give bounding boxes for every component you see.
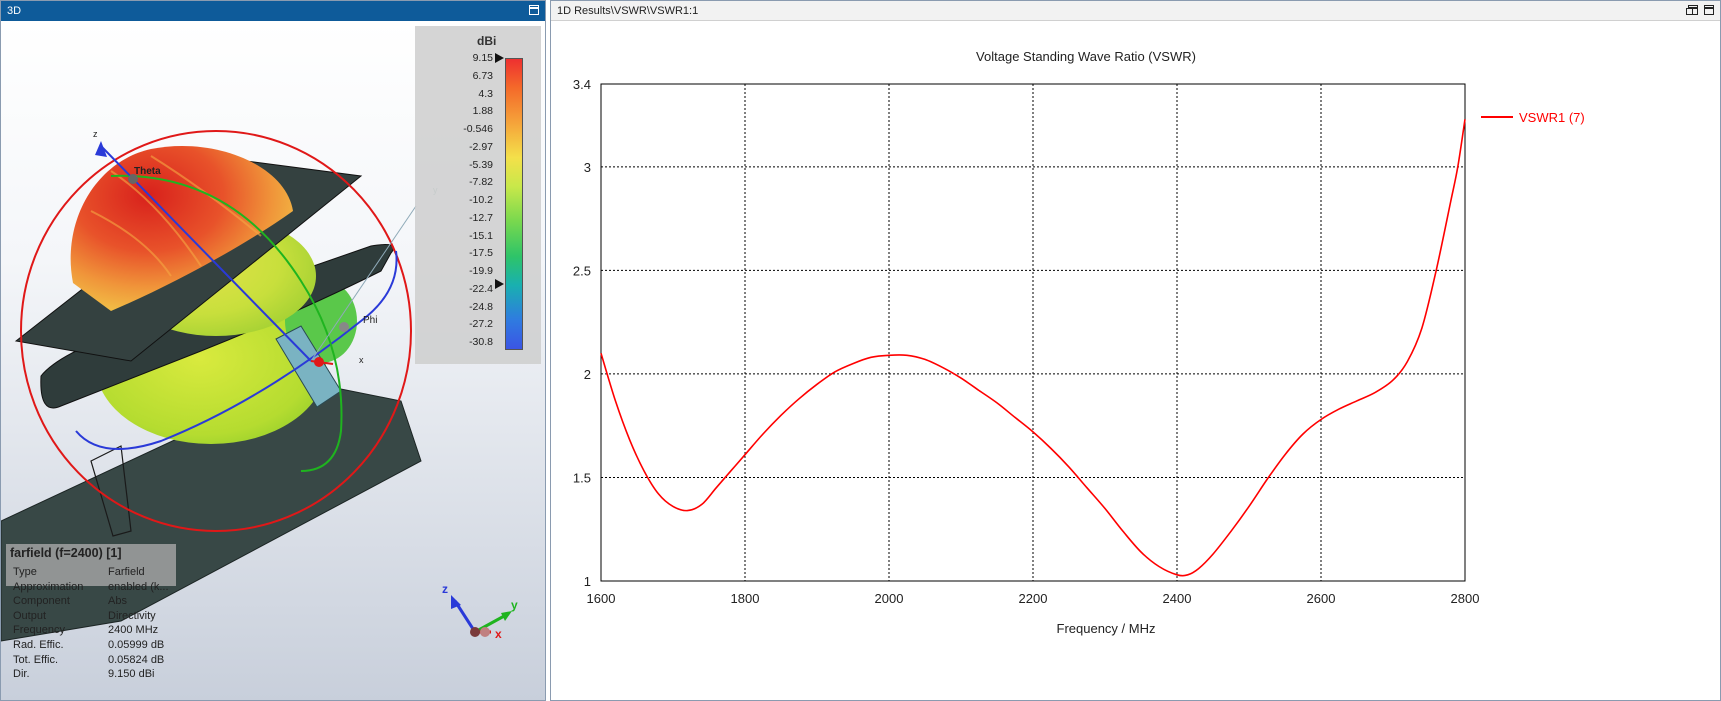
colorbar-tick-label: 9.15 bbox=[472, 52, 493, 64]
colorbar-tick-label: 4.3 bbox=[478, 87, 493, 100]
x-tick-label: 2200 bbox=[1019, 591, 1048, 606]
colorbar-tick-label: -0.546 bbox=[463, 123, 493, 135]
z-axis-label: z bbox=[93, 129, 98, 139]
1d-results-window[interactable]: 1D Results\VSWR\VSWR1:1 Voltage Standing… bbox=[550, 0, 1721, 701]
theta-label: Theta bbox=[134, 166, 161, 177]
3d-window-title: 3D bbox=[7, 5, 22, 17]
triad-y-label: y bbox=[511, 598, 518, 612]
colorbar-max-marker-icon[interactable] bbox=[495, 53, 504, 63]
info-value: Abs bbox=[108, 595, 127, 608]
orientation-triad: z y x bbox=[442, 582, 518, 641]
x-axis-title: Frequency / MHz bbox=[1057, 621, 1156, 636]
y-tick-label: 1 bbox=[584, 574, 591, 589]
colorbar-unit: dBi bbox=[477, 34, 497, 48]
meridian-circle bbox=[110, 174, 343, 472]
x-tick-label: 2400 bbox=[1163, 591, 1192, 606]
info-key: Dir. bbox=[13, 668, 30, 681]
colorbar-tick-label: -27.2 bbox=[469, 318, 493, 331]
colorbar-tick-label: -17.5 bbox=[469, 247, 493, 260]
colorbar-tick-label: -19.9 bbox=[469, 265, 493, 277]
colorbar-tick-label: -12.7 bbox=[469, 211, 493, 224]
1d-window-title: 1D Results\VSWR\VSWR1:1 bbox=[557, 5, 699, 17]
theta-circle bbox=[20, 130, 412, 532]
info-key: Rad. Effic. bbox=[13, 639, 64, 651]
colorbar-marker-icon[interactable] bbox=[495, 279, 504, 289]
y-tick-label: 2 bbox=[584, 367, 591, 382]
colorbar-tick-label: -15.1 bbox=[469, 229, 493, 242]
colorbar-tick-label: -5.39 bbox=[469, 158, 493, 171]
colorbar-tick-label: -24.8 bbox=[469, 300, 493, 313]
colorbar-tick-label: -22.4 bbox=[469, 282, 493, 295]
info-value: Directivity bbox=[108, 609, 156, 622]
info-value: 9.150 dBi bbox=[108, 668, 155, 681]
info-key: Output bbox=[13, 609, 47, 622]
theta-handle[interactable] bbox=[128, 174, 138, 184]
1d-window-titlebar[interactable]: 1D Results\VSWR\VSWR1:1 bbox=[551, 1, 1720, 21]
x-tick-label: 1600 bbox=[587, 591, 616, 606]
info-value: 2400 MHz bbox=[108, 624, 159, 637]
legend-label[interactable]: VSWR1 (7) bbox=[1519, 110, 1585, 125]
chart-grid bbox=[601, 84, 1465, 581]
farfield-info-title: farfield (f=2400) [1] bbox=[10, 546, 122, 560]
x-tick-label: 2000 bbox=[875, 591, 904, 606]
x-tick-label: 2800 bbox=[1451, 591, 1480, 606]
y-tick-label: 2.5 bbox=[573, 263, 591, 278]
x-tick-label: 2600 bbox=[1307, 591, 1336, 606]
phi-handle[interactable] bbox=[339, 322, 349, 332]
farfield-info-box: farfield (f=2400) [1] Type Farfield Approx… bbox=[6, 544, 176, 700]
colorbar-tick-label: -30.8 bbox=[469, 336, 493, 348]
y-tick-label: 3 bbox=[584, 160, 591, 175]
3d-viewport[interactable]: z y x Theta Phi z y x dBi 9.156. bbox=[1, 21, 545, 700]
maximize-icon[interactable] bbox=[1704, 5, 1714, 15]
triad-x-label: x bbox=[495, 627, 502, 641]
colorbar-tick-label: -10.2 bbox=[469, 194, 493, 206]
info-value: 0.05824 dB bbox=[108, 653, 165, 666]
triad-z-label: z bbox=[442, 582, 448, 596]
chart-legend[interactable]: VSWR1 (7) bbox=[1481, 110, 1585, 125]
colorbar-legend: dBi 9.15 6.73 4.3 1.88 -0.546 -2.97 -5.39 -7.82… bbox=[415, 26, 541, 364]
info-key: Tot. Effic. bbox=[13, 653, 59, 666]
info-value: Farfield bbox=[108, 566, 145, 578]
connector-wire bbox=[90, 445, 132, 537]
phi-circle bbox=[75, 250, 398, 450]
series-line-vswr1 bbox=[600, 119, 1466, 577]
vswr-chart[interactable]: Voltage Standing Wave Ratio (VSWR) 1600 1… bbox=[551, 21, 1720, 700]
info-value: 0.05999 dB bbox=[108, 639, 165, 651]
info-key: Approximation bbox=[13, 580, 84, 593]
colorbar-tick-label: 6.73 bbox=[472, 69, 493, 82]
info-value: enabled (k... bbox=[108, 580, 169, 593]
colorbar-gradient bbox=[505, 58, 523, 350]
chart-title: Voltage Standing Wave Ratio (VSWR) bbox=[976, 49, 1196, 64]
y-tick-label: 3.4 bbox=[573, 77, 591, 92]
x-axis-label: x bbox=[359, 355, 364, 365]
info-key: Type bbox=[13, 566, 37, 578]
restore-icon[interactable] bbox=[1686, 5, 1698, 15]
info-key: Component bbox=[13, 595, 70, 608]
colorbar-tick-label: -7.82 bbox=[469, 176, 493, 189]
3d-window-titlebar[interactable]: 3D bbox=[1, 1, 545, 21]
phi-label: Phi bbox=[363, 315, 377, 326]
y-tick-label: 1.5 bbox=[573, 470, 591, 485]
y-axis bbox=[310, 205, 417, 362]
3d-view-window[interactable]: 3D bbox=[0, 0, 546, 701]
maximize-icon[interactable] bbox=[529, 5, 539, 15]
x-tick-label: 1800 bbox=[731, 591, 760, 606]
info-key: Frequency bbox=[13, 624, 65, 637]
colorbar-tick-label: 1.88 bbox=[472, 105, 493, 118]
plot-area[interactable] bbox=[600, 83, 1466, 582]
colorbar-tick-label: -2.97 bbox=[469, 140, 493, 153]
